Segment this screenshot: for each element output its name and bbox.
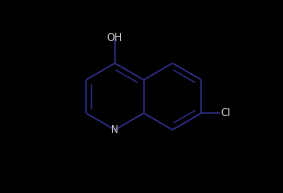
Text: Cl: Cl <box>220 108 231 118</box>
Text: N: N <box>111 125 119 135</box>
Text: OH: OH <box>107 33 123 43</box>
